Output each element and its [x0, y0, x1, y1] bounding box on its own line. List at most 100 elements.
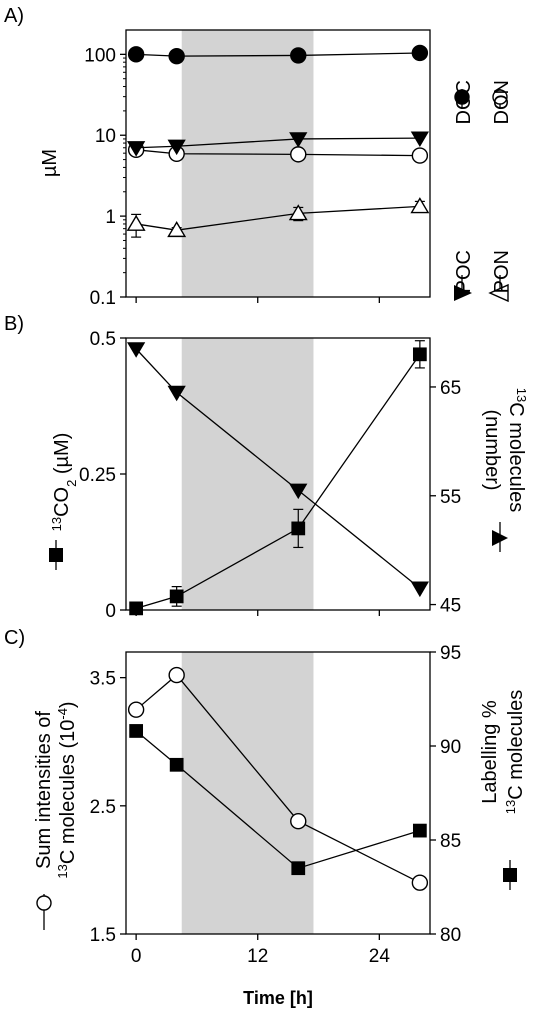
panel-c: C) 3.5 2.5 1.5 95 90 85 80 0 12 24 Time [h] [4, 627, 461, 1008]
y-right-tick-label: 85 [440, 831, 461, 852]
panel-label: A) [4, 5, 24, 27]
data-point [412, 823, 427, 838]
panel-a: A) 100 10 1 0.1 µM [4, 5, 431, 309]
data-point [411, 44, 429, 62]
legend-item-don: DON [491, 80, 513, 124]
legend-marker [36, 895, 52, 911]
data-point [127, 46, 145, 63]
shaded-region [181, 30, 314, 297]
y-left-axis-label-2: 13C molecules (10-4) [55, 701, 80, 878]
legend-marker [492, 89, 508, 105]
data-point [126, 214, 146, 231]
panel-b: B) 0.5 0.25 0 65 55 45 [4, 313, 461, 622]
series-line [135, 348, 421, 589]
plot-frame [125, 651, 431, 935]
data-point [291, 521, 306, 536]
data-point [289, 132, 308, 148]
x-axis-title: Time [h] [243, 988, 313, 1008]
legend-item-doc: DOC [453, 80, 475, 124]
data-point [410, 581, 429, 598]
data-point [410, 197, 430, 214]
y-right-tick-label: 65 [440, 378, 461, 399]
x-tick-label: 24 [369, 946, 391, 967]
y-right-tick-label: 55 [440, 487, 461, 508]
series-pon [126, 197, 430, 238]
series-line [135, 730, 421, 869]
legend-label: DON [491, 80, 513, 124]
data-point [127, 701, 145, 718]
panel-b-left-axis-title: 13CO2 (µM) [49, 433, 79, 532]
y-tick-label: 10 [95, 126, 116, 147]
series-13co2 [129, 340, 427, 616]
panel-c-right-axis-title: Labelling %13C molecules [479, 690, 527, 815]
data-point [169, 757, 184, 772]
series-13c-molecules [127, 342, 429, 598]
y-right-axis-label-2: 13C molecules [503, 690, 528, 815]
legend-label: POC [453, 250, 475, 293]
y-right-axis-label-1: Labelling % [479, 700, 501, 804]
data-point [168, 47, 185, 65]
data-point [167, 385, 186, 402]
legend-marker [503, 868, 517, 882]
y-tick-label: 100 [84, 45, 116, 66]
y-right-tick-label: 95 [440, 643, 461, 664]
data-point [290, 146, 307, 163]
y-tick-label: 0.1 [90, 288, 116, 309]
legend-label: PON [491, 250, 513, 293]
y-left-legend [36, 894, 52, 930]
data-point [411, 874, 429, 891]
series-poc [127, 131, 429, 157]
data-point [291, 861, 306, 876]
data-point [167, 220, 187, 238]
series-line [136, 137, 420, 149]
y-right-axis-label: 13C molecules [505, 388, 530, 513]
shaded-region [181, 338, 314, 610]
y-left-legend [49, 540, 63, 570]
data-point [410, 131, 429, 147]
legend-label: DOC [453, 80, 475, 124]
data-point [129, 601, 144, 616]
y-left-tick-label: 0.25 [79, 465, 116, 486]
series-doc [127, 44, 429, 65]
y-left-tick-label: 0 [105, 601, 116, 622]
series-line [135, 674, 421, 884]
y-left-axis-label: 13CO2 (µM) [49, 433, 79, 532]
panel-label: B) [4, 313, 24, 335]
data-point [127, 141, 146, 157]
legend-marker [492, 530, 508, 546]
series-line [136, 149, 420, 157]
y-left-tick-label: 2.5 [90, 797, 116, 818]
x-tick-label: 12 [247, 946, 268, 967]
data-point [288, 204, 308, 221]
y-left-axis-label-1: Sum intensities of [33, 711, 55, 869]
y-axis-label: µM [39, 149, 61, 177]
y-left-tick-label: 3.5 [90, 669, 116, 690]
y-right-tick-label: 80 [440, 925, 461, 946]
legend-marker [49, 548, 63, 562]
data-point [290, 47, 307, 64]
data-point [412, 347, 427, 362]
data-point [289, 483, 308, 500]
series-don [127, 141, 429, 164]
series-line [135, 353, 421, 609]
series-line [136, 52, 420, 57]
data-point [290, 813, 307, 830]
panel-label: C) [4, 627, 25, 649]
y-left-tick-label: 1.5 [90, 925, 116, 946]
panel-b-right-axis-title: 13C molecules(number) [481, 388, 530, 513]
series-line [136, 205, 420, 231]
y-right-axis-label-2: (number) [481, 409, 503, 490]
legend-marker [454, 285, 472, 301]
data-point [411, 147, 429, 164]
data-point [129, 724, 144, 738]
legend-marker [454, 89, 470, 105]
series-sum-intensities [127, 666, 429, 891]
data-point [169, 589, 184, 604]
y-right-tick-label: 90 [440, 737, 461, 758]
y-tick-label: 1 [105, 207, 116, 228]
y-left-tick-label: 0.5 [90, 329, 116, 350]
x-tick-label: 0 [131, 946, 142, 967]
y-right-legend [503, 860, 517, 890]
